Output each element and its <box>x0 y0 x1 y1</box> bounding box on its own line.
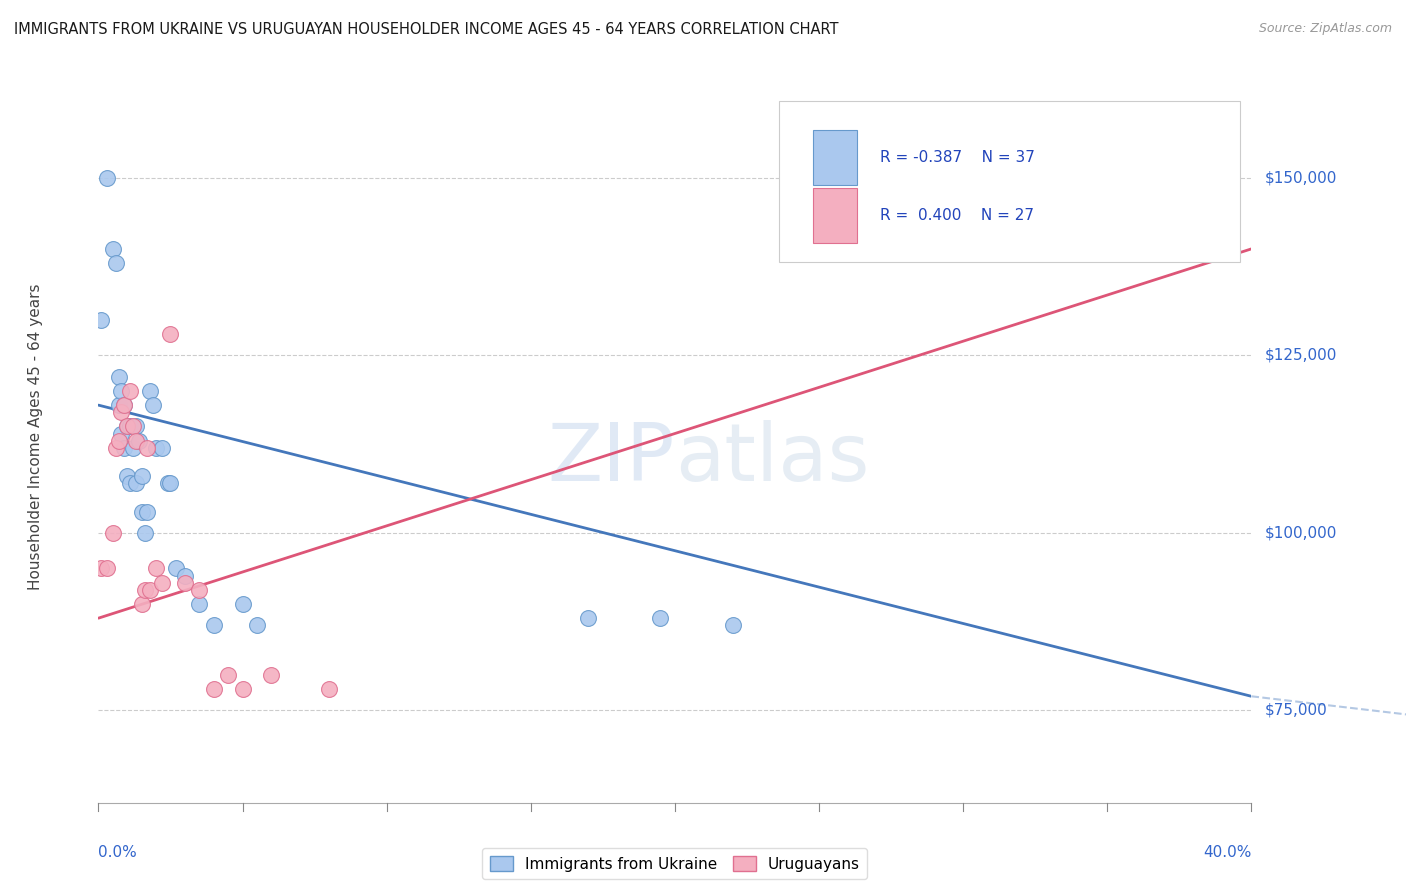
Point <box>101 242 124 256</box>
Bar <box>813 188 858 244</box>
Point <box>174 568 197 582</box>
Point <box>117 469 138 483</box>
Point <box>117 419 138 434</box>
Point <box>107 398 129 412</box>
Point <box>188 582 211 597</box>
Point <box>131 597 153 611</box>
Point <box>90 313 112 327</box>
Point <box>112 398 135 412</box>
Text: IMMIGRANTS FROM UKRAINE VS URUGUAYAN HOUSEHOLDER INCOME AGES 45 - 64 YEARS CORRE: IMMIGRANTS FROM UKRAINE VS URUGUAYAN HOU… <box>14 22 838 37</box>
Point <box>125 434 148 448</box>
Point <box>107 434 129 448</box>
Point <box>125 476 148 491</box>
Point <box>96 170 118 185</box>
Point <box>188 597 211 611</box>
Point <box>150 441 173 455</box>
Text: Source: ZipAtlas.com: Source: ZipAtlas.com <box>1258 22 1392 36</box>
Point <box>136 441 159 455</box>
Point <box>139 384 162 398</box>
Point <box>110 426 132 441</box>
Point <box>117 419 138 434</box>
Text: $100,000: $100,000 <box>1265 525 1337 541</box>
Point <box>650 611 672 625</box>
Point <box>260 668 283 682</box>
Point <box>318 682 340 697</box>
Point <box>202 618 225 632</box>
Text: R = -0.387    N = 37: R = -0.387 N = 37 <box>880 150 1035 165</box>
Legend: Immigrants from Ukraine, Uruguayans: Immigrants from Ukraine, Uruguayans <box>482 848 868 880</box>
Point <box>112 441 135 455</box>
Text: 40.0%: 40.0% <box>1204 846 1251 861</box>
Point <box>142 398 165 412</box>
Text: $125,000: $125,000 <box>1265 348 1337 363</box>
Point <box>217 668 239 682</box>
Point <box>131 469 153 483</box>
Point <box>110 405 132 419</box>
Point <box>231 597 254 611</box>
Point <box>120 476 142 491</box>
Point <box>165 561 187 575</box>
Text: Householder Income Ages 45 - 64 years: Householder Income Ages 45 - 64 years <box>28 284 42 591</box>
Point <box>90 561 112 575</box>
Text: $75,000: $75,000 <box>1265 703 1329 718</box>
Point <box>134 525 156 540</box>
Point <box>134 582 156 597</box>
Point <box>107 369 129 384</box>
Point <box>145 441 167 455</box>
Text: $150,000: $150,000 <box>1265 170 1337 186</box>
Point <box>120 419 142 434</box>
Point <box>125 419 148 434</box>
Point <box>139 582 162 597</box>
Bar <box>813 130 858 185</box>
Point <box>246 618 269 632</box>
Point <box>131 505 153 519</box>
Point <box>110 384 132 398</box>
Point <box>104 256 127 270</box>
Point <box>156 476 179 491</box>
Point <box>112 398 135 412</box>
Point <box>578 611 600 625</box>
Point <box>202 682 225 697</box>
Text: 0.0%: 0.0% <box>98 846 138 861</box>
Point <box>150 575 173 590</box>
Point <box>145 561 167 575</box>
FancyBboxPatch shape <box>779 101 1240 261</box>
Point <box>122 419 145 434</box>
Point <box>96 561 118 575</box>
Point <box>128 434 150 448</box>
Point <box>231 682 254 697</box>
Point <box>159 327 181 342</box>
Point <box>101 525 124 540</box>
Point <box>174 575 197 590</box>
Point <box>159 476 181 491</box>
Point <box>120 384 142 398</box>
Point <box>122 441 145 455</box>
Text: R =  0.400    N = 27: R = 0.400 N = 27 <box>880 209 1033 223</box>
Point <box>104 441 127 455</box>
Text: ZIP: ZIP <box>547 420 675 498</box>
Text: atlas: atlas <box>675 420 869 498</box>
Point <box>1010 136 1032 150</box>
Point <box>721 618 744 632</box>
Point <box>1097 220 1119 235</box>
Point <box>136 505 159 519</box>
